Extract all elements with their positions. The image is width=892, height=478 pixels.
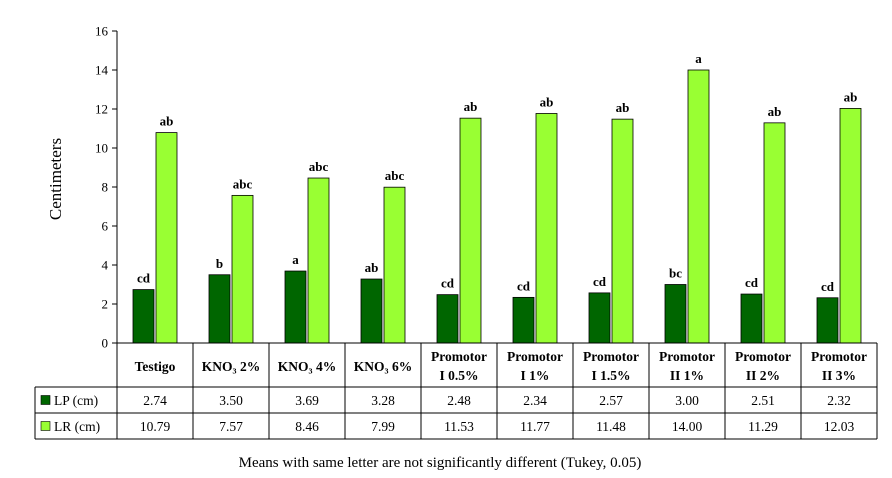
table-cell: 11.29 bbox=[748, 419, 778, 434]
significance-letter: cd bbox=[137, 271, 151, 286]
significance-letter: a bbox=[695, 51, 702, 66]
table-cell: 2.51 bbox=[751, 393, 775, 408]
bar-lr bbox=[307, 177, 330, 344]
table-cell: 2.34 bbox=[523, 393, 547, 408]
table-cell: 2.48 bbox=[447, 393, 471, 408]
bar-lp bbox=[588, 292, 611, 344]
table-cell: 11.48 bbox=[596, 419, 626, 434]
y-tick-label: 2 bbox=[102, 297, 109, 312]
bar-lp bbox=[132, 289, 155, 344]
category-label: Promotor bbox=[507, 349, 563, 364]
bar-lr bbox=[383, 186, 406, 344]
bar-lp bbox=[284, 270, 307, 344]
y-tick-label: 8 bbox=[102, 180, 109, 195]
table-cell: 11.53 bbox=[444, 419, 474, 434]
significance-letter: a bbox=[292, 252, 299, 267]
bar-lr bbox=[459, 117, 482, 344]
category-label: II 1% bbox=[670, 368, 704, 383]
bar-lr bbox=[231, 194, 254, 344]
legend-label: LP (cm) bbox=[54, 393, 98, 408]
bar-lp bbox=[816, 297, 839, 344]
table-cell: 3.50 bbox=[219, 393, 243, 408]
table-cell: 3.00 bbox=[675, 393, 699, 408]
significance-letter: cd bbox=[517, 278, 531, 293]
category-label: KNO₃ 6% bbox=[354, 359, 412, 374]
y-tick-label: 4 bbox=[102, 258, 109, 273]
table-cell: 2.32 bbox=[827, 393, 851, 408]
y-tick-label: 16 bbox=[95, 24, 109, 39]
significance-letter: cd bbox=[441, 276, 455, 291]
significance-letter: ab bbox=[365, 260, 379, 275]
legend-key-lp bbox=[40, 395, 51, 405]
significance-letter: ab bbox=[616, 100, 630, 115]
significance-letter: b bbox=[216, 256, 223, 271]
category-label: I 1.5% bbox=[591, 368, 630, 383]
table-cell: 7.99 bbox=[371, 419, 395, 434]
significance-letter: cd bbox=[821, 279, 835, 294]
significance-letter: abc bbox=[233, 176, 253, 191]
bar-lr bbox=[763, 122, 786, 344]
significance-letter: bc bbox=[669, 266, 682, 281]
table-cell: 12.03 bbox=[824, 419, 855, 434]
category-label: Promotor bbox=[735, 349, 791, 364]
legend-key-lr bbox=[40, 421, 51, 431]
footnote: Means with same letter are not significa… bbox=[239, 455, 642, 471]
significance-letter: ab bbox=[844, 89, 858, 104]
table-cell: 7.57 bbox=[219, 419, 243, 434]
table-cell: 8.46 bbox=[295, 419, 319, 434]
bar-lr bbox=[611, 118, 634, 344]
table-cell: 3.28 bbox=[371, 393, 395, 408]
category-label: II 3% bbox=[822, 368, 856, 383]
table-cell: 3.69 bbox=[295, 393, 319, 408]
y-tick-label: 0 bbox=[102, 336, 109, 351]
significance-letter: abc bbox=[385, 168, 405, 183]
significance-letter: ab bbox=[160, 114, 174, 129]
category-label: Promotor bbox=[431, 349, 487, 364]
bar-lr bbox=[535, 113, 558, 344]
y-tick-label: 10 bbox=[95, 141, 108, 156]
significance-letter: cd bbox=[593, 274, 607, 289]
significance-letter: abc bbox=[309, 159, 329, 174]
category-label: Promotor bbox=[659, 349, 715, 364]
y-tick-label: 6 bbox=[102, 219, 109, 234]
category-label: KNO₃ 2% bbox=[202, 359, 260, 374]
significance-letter: ab bbox=[464, 99, 478, 114]
bar-lr bbox=[839, 108, 862, 344]
bar-lp bbox=[436, 294, 459, 344]
category-label: KNO₃ 4% bbox=[278, 359, 336, 374]
y-axis-label: Centimeters bbox=[46, 138, 65, 220]
bar-lp bbox=[664, 284, 687, 344]
bar-lr bbox=[687, 69, 710, 344]
y-tick-label: 14 bbox=[95, 63, 109, 78]
table-cell: 2.57 bbox=[599, 393, 623, 408]
table-cell: 2.74 bbox=[143, 393, 167, 408]
significance-letter: ab bbox=[540, 94, 554, 109]
category-label: Promotor bbox=[811, 349, 867, 364]
category-label: I 0.5% bbox=[439, 368, 478, 383]
significance-letter: cd bbox=[745, 275, 759, 290]
bar-lp bbox=[512, 296, 535, 344]
category-label: Testigo bbox=[135, 359, 176, 374]
legend-label: LR (cm) bbox=[54, 419, 100, 434]
data-table: Testigo KNO₃ 2% KNO₃ 4% KNO₃ 6% Promotor I 0.… bbox=[34, 342, 878, 440]
bar-lp bbox=[740, 293, 763, 344]
category-label: I 1% bbox=[521, 368, 550, 383]
table-cell: 10.79 bbox=[140, 419, 171, 434]
significance-letter: ab bbox=[768, 104, 782, 119]
category-label: Promotor bbox=[583, 349, 639, 364]
bar-lp bbox=[360, 278, 383, 344]
bar-lp bbox=[208, 274, 231, 344]
category-label: II 2% bbox=[746, 368, 780, 383]
bar-lr bbox=[155, 132, 178, 344]
table-cell: 11.77 bbox=[520, 419, 550, 434]
y-tick-label: 12 bbox=[95, 102, 108, 117]
table-cell: 14.00 bbox=[672, 419, 703, 434]
plot-area: 0246810121416Centimeterscdabbabcaabcabab… bbox=[46, 24, 862, 351]
